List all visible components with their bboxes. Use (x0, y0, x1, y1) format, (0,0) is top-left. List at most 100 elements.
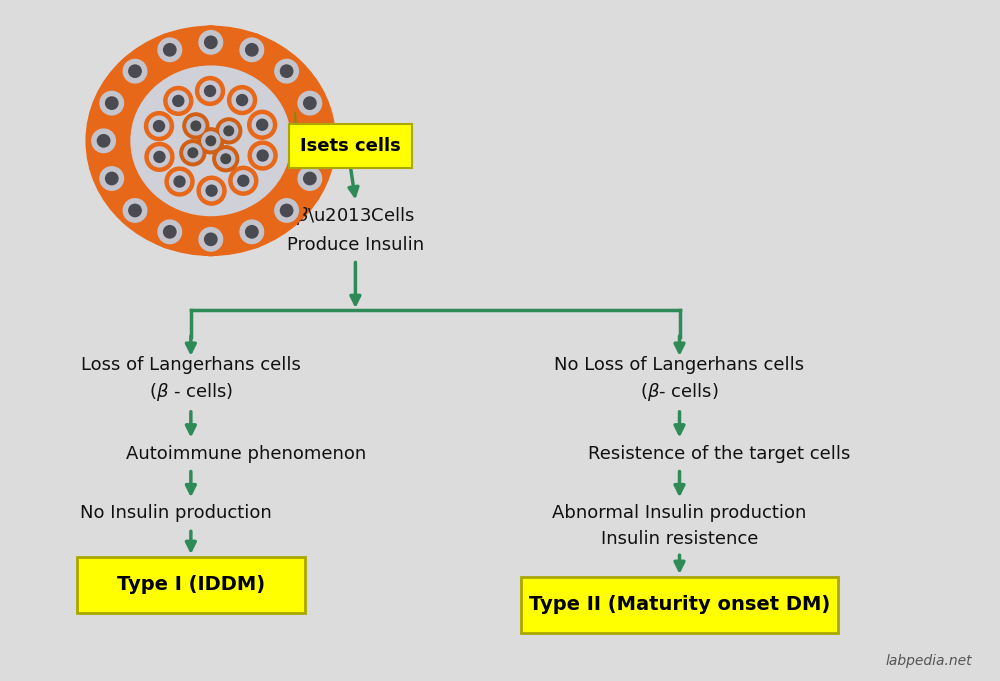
FancyBboxPatch shape (77, 557, 305, 613)
Circle shape (213, 146, 239, 172)
Circle shape (188, 148, 198, 157)
Circle shape (187, 117, 205, 135)
Circle shape (298, 91, 322, 115)
Circle shape (228, 86, 257, 114)
Circle shape (123, 59, 147, 83)
Circle shape (92, 129, 115, 153)
Circle shape (97, 135, 110, 147)
Circle shape (191, 121, 201, 131)
Circle shape (123, 199, 147, 222)
Circle shape (270, 194, 303, 227)
Circle shape (205, 86, 216, 97)
Text: ($\beta$- cells): ($\beta$- cells) (640, 381, 719, 402)
Circle shape (183, 113, 209, 139)
Text: Insulin resistence: Insulin resistence (601, 530, 758, 548)
Circle shape (248, 110, 277, 139)
Circle shape (196, 76, 224, 106)
Circle shape (168, 91, 188, 111)
Circle shape (158, 220, 182, 244)
Circle shape (202, 180, 222, 201)
Circle shape (100, 167, 124, 190)
Circle shape (153, 121, 164, 131)
FancyBboxPatch shape (289, 124, 412, 168)
Circle shape (298, 167, 322, 190)
Circle shape (174, 176, 185, 187)
Circle shape (145, 142, 174, 172)
Circle shape (202, 132, 220, 150)
Circle shape (302, 125, 334, 157)
Circle shape (149, 116, 169, 136)
Circle shape (153, 215, 186, 249)
Circle shape (240, 220, 264, 244)
Circle shape (145, 112, 173, 140)
Circle shape (95, 86, 128, 120)
Circle shape (293, 162, 326, 195)
Text: Autoimmune phenomenon: Autoimmune phenomenon (126, 445, 366, 462)
Circle shape (95, 162, 128, 195)
Circle shape (205, 36, 217, 48)
Circle shape (129, 204, 141, 217)
Circle shape (216, 118, 242, 144)
Text: Abnormal Insulin production: Abnormal Insulin production (552, 505, 807, 522)
Circle shape (280, 65, 293, 78)
Circle shape (87, 125, 120, 157)
Text: Resistence of the target cells: Resistence of the target cells (588, 445, 851, 462)
FancyBboxPatch shape (521, 577, 838, 633)
Circle shape (235, 33, 268, 66)
Circle shape (257, 119, 268, 130)
Circle shape (198, 128, 224, 154)
Text: No Loss of Langerhans cells: No Loss of Langerhans cells (554, 356, 805, 374)
Circle shape (129, 65, 141, 78)
Circle shape (199, 31, 223, 54)
Circle shape (194, 26, 227, 59)
Circle shape (235, 215, 268, 249)
Circle shape (164, 44, 176, 56)
Text: $\beta$\u2013Cells: $\beta$\u2013Cells (296, 204, 415, 227)
Circle shape (221, 154, 231, 163)
Circle shape (149, 147, 169, 167)
Text: No Insulin production: No Insulin production (80, 505, 272, 522)
Circle shape (304, 172, 316, 185)
Circle shape (257, 150, 268, 161)
Circle shape (280, 204, 293, 217)
Text: Isets cells: Isets cells (300, 137, 401, 155)
Ellipse shape (86, 27, 335, 255)
Circle shape (199, 227, 223, 251)
Circle shape (246, 225, 258, 238)
Circle shape (165, 167, 194, 196)
Circle shape (220, 122, 238, 140)
Circle shape (304, 97, 316, 109)
Circle shape (170, 172, 190, 191)
Circle shape (180, 140, 206, 165)
Circle shape (119, 194, 151, 227)
Circle shape (173, 95, 184, 106)
Circle shape (119, 54, 151, 88)
Circle shape (270, 54, 303, 88)
Circle shape (253, 146, 273, 165)
Circle shape (275, 59, 298, 83)
Circle shape (252, 115, 272, 135)
Circle shape (106, 172, 118, 185)
Circle shape (248, 141, 277, 170)
Text: Type II (Maturity onset DM): Type II (Maturity onset DM) (529, 595, 830, 614)
Circle shape (312, 135, 324, 147)
Circle shape (194, 223, 227, 256)
Circle shape (275, 199, 298, 222)
Circle shape (224, 126, 234, 136)
Circle shape (217, 150, 235, 168)
Text: Produce Insulin: Produce Insulin (287, 236, 424, 255)
Text: ($\beta$ - cells): ($\beta$ - cells) (149, 381, 233, 402)
Circle shape (200, 81, 220, 101)
Circle shape (106, 97, 118, 109)
Circle shape (240, 38, 264, 61)
Circle shape (238, 175, 249, 186)
Circle shape (206, 136, 216, 146)
Circle shape (229, 166, 258, 195)
Circle shape (184, 144, 202, 161)
Circle shape (164, 225, 176, 238)
Circle shape (233, 171, 253, 191)
Text: Type I (IDDM): Type I (IDDM) (117, 575, 265, 595)
Circle shape (154, 151, 165, 162)
Circle shape (158, 38, 182, 61)
Circle shape (246, 44, 258, 56)
